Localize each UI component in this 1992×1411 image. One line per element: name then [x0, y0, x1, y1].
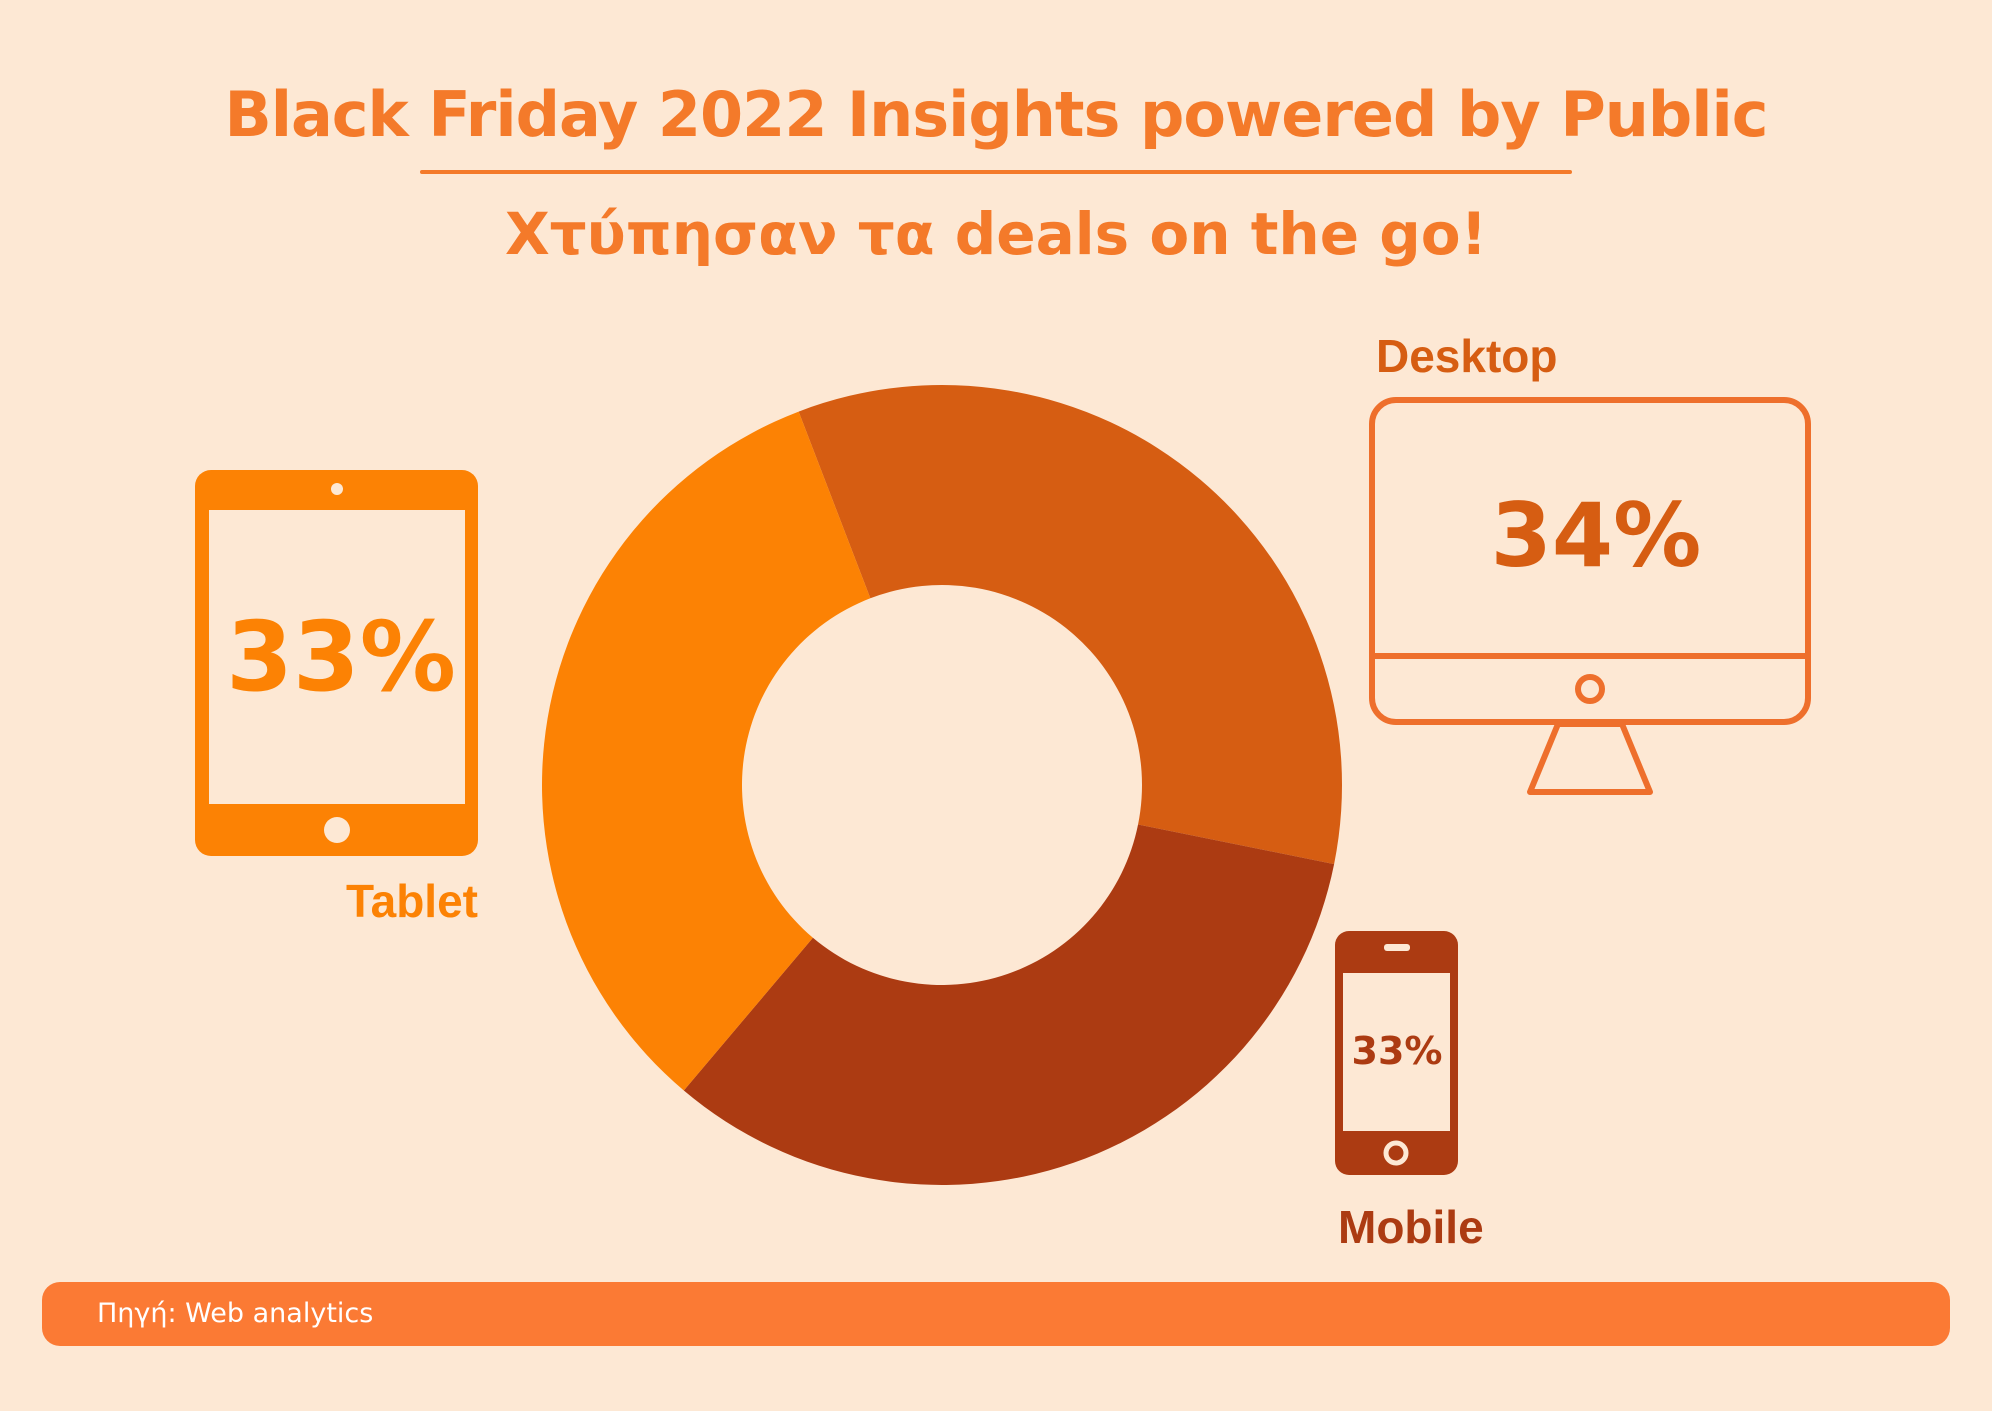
donut-slices [542, 385, 1342, 1185]
tablet-icon [195, 470, 478, 856]
desktop-percentage: 34% [1491, 484, 1702, 587]
desktop-label: Desktop [1376, 330, 1557, 382]
mobile-percentage: 33% [1352, 1029, 1443, 1073]
mobile-label: Mobile [1338, 1201, 1484, 1253]
page-title: Black Friday 2022 Insights powered by Pu… [224, 78, 1768, 151]
slice-tablet [542, 411, 871, 1091]
source-bar: Πηγή: Web analytics [42, 1282, 1950, 1346]
slice-mobile [683, 824, 1335, 1185]
source-text: Πηγή: Web analytics [97, 1298, 374, 1329]
slice-desktop [798, 385, 1342, 865]
tablet-percentage: 33% [226, 601, 456, 713]
title-divider [420, 170, 1572, 174]
tablet-label: Tablet [346, 875, 478, 927]
mobile-icon [1335, 931, 1458, 1175]
page-subtitle: Χτύπησαν τα deals on the go! [504, 200, 1488, 268]
desktop-icon [1369, 397, 1811, 795]
